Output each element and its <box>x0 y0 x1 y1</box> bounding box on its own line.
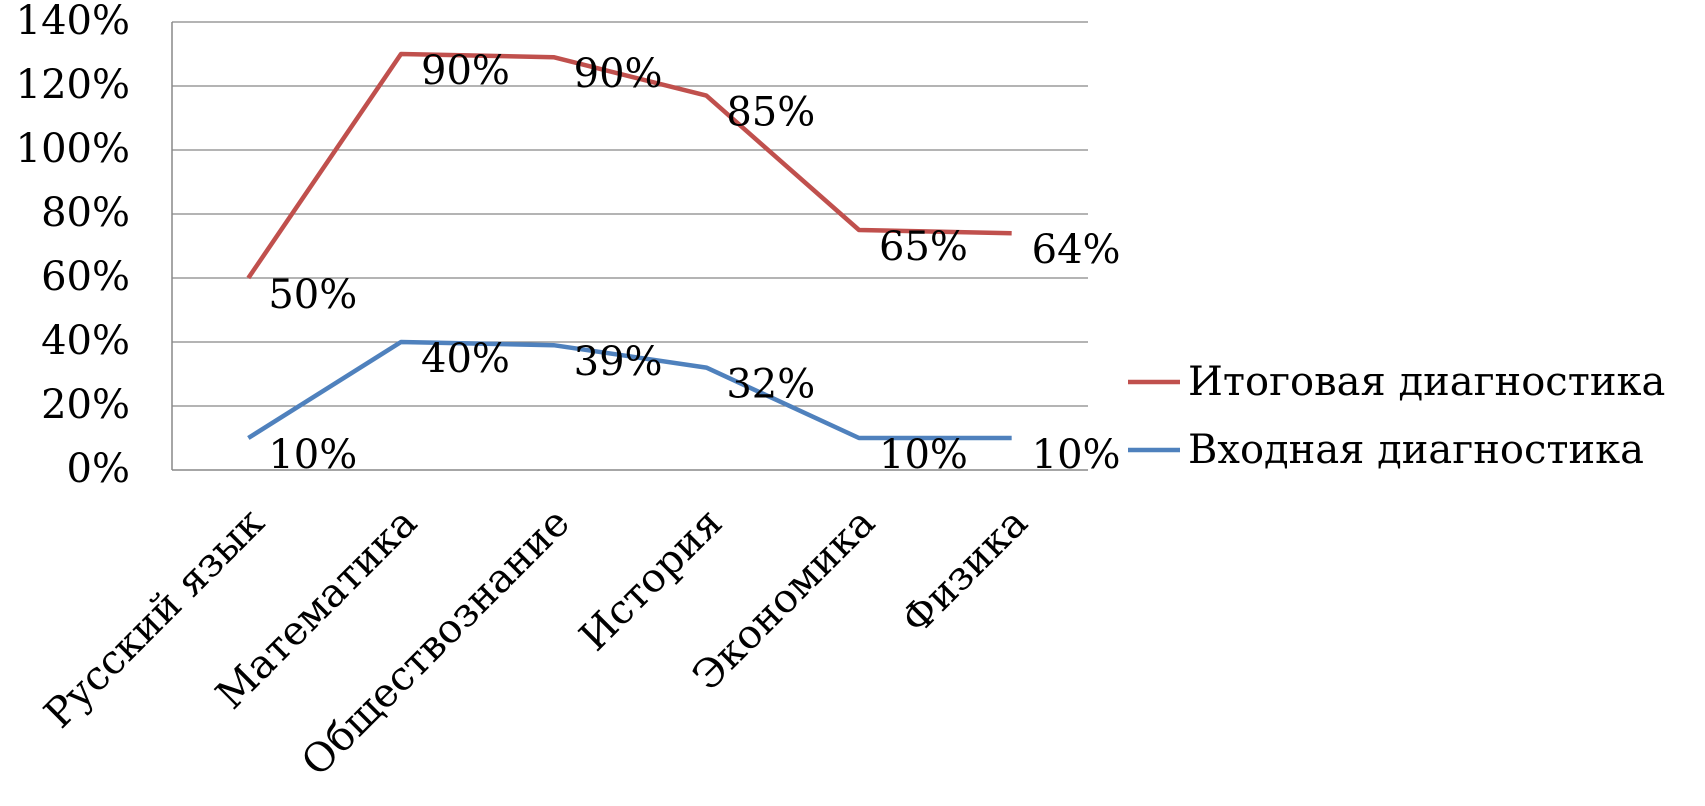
data-label: 10% <box>268 432 357 478</box>
y-tick-labels: 0% 20% 40% 60% 80% 100% 120% 140% <box>16 0 130 492</box>
data-label: 90% <box>421 48 510 94</box>
data-labels: 50% 90% 90% 85% 65% 64% 10% 40% 39% 32% 10% 10% <box>268 48 1120 478</box>
data-label: 90% <box>574 51 663 97</box>
data-label: 64% <box>1032 227 1121 273</box>
legend-label: Входная диагностика <box>1188 427 1644 473</box>
y-tick-label: 0% <box>67 446 130 492</box>
data-label: 10% <box>1032 432 1121 478</box>
y-tick-label: 140% <box>16 0 130 44</box>
data-label: 50% <box>268 272 357 318</box>
x-category-label: Обществознание <box>293 500 579 786</box>
data-label: 32% <box>726 362 815 408</box>
y-tick-label: 60% <box>41 254 130 300</box>
data-label: 85% <box>726 90 815 136</box>
x-category-label: История <box>571 500 732 661</box>
y-tick-label: 40% <box>41 318 130 364</box>
y-tick-label: 100% <box>16 126 130 172</box>
data-label: 65% <box>879 224 968 270</box>
gridlines <box>172 21 1088 407</box>
data-label: 39% <box>574 339 663 385</box>
axes <box>171 22 1088 471</box>
series-line-itogovaya <box>246 51 1012 280</box>
legend-label: Итоговая диагностика <box>1188 359 1665 405</box>
series-lines <box>246 51 1012 441</box>
y-tick-label: 80% <box>41 190 130 236</box>
x-category-labels: Русский языкМатематикаОбществознаниеИсто… <box>36 500 1037 786</box>
x-category-label: Физика <box>893 500 1037 644</box>
data-label: 10% <box>879 432 968 478</box>
y-tick-label: 120% <box>16 62 130 108</box>
y-tick-label: 20% <box>41 382 130 428</box>
series-line-vhodnaya <box>247 339 1012 441</box>
data-label: 40% <box>421 336 510 382</box>
legend: Итоговая диагностика Входная диагностика <box>1128 359 1665 473</box>
